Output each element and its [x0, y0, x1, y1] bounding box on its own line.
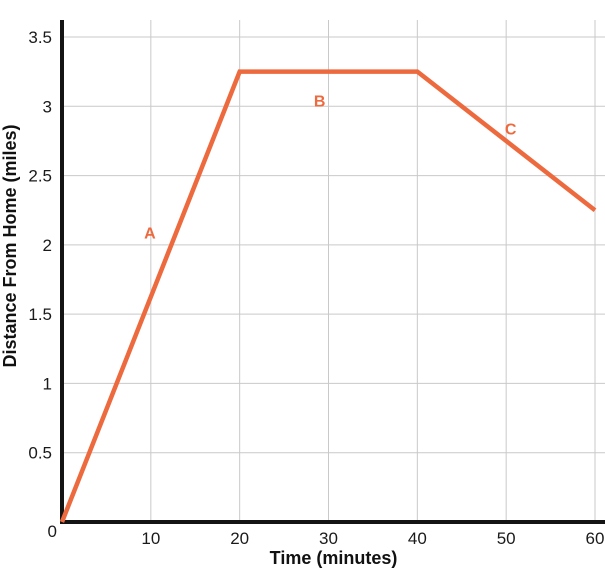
segment-label-a: A: [144, 225, 156, 242]
x-tick-label: 20: [230, 529, 249, 548]
y-tick-label: 2: [43, 236, 52, 255]
x-axis-title: Time (minutes): [270, 548, 398, 568]
y-tick-label: 3: [43, 97, 52, 116]
tick-labels: 10 20 30 40 50 60 0.5 1 1.5 2 2.5 3 3.5 0: [28, 28, 604, 548]
y-tick-label: 0.5: [28, 444, 52, 463]
y-axis-title: Distance From Home (miles): [0, 124, 20, 367]
x-tick-label: 10: [141, 529, 160, 548]
y-tick-label: 1: [43, 374, 52, 393]
x-tick-label: 60: [586, 529, 605, 548]
y-tick-label: 1.5: [28, 305, 52, 324]
segment-labels: A B C: [144, 94, 517, 243]
gridlines: [62, 20, 605, 522]
x-tick-label: 40: [408, 529, 427, 548]
distance-series: [59, 69, 597, 523]
axes: [60, 20, 605, 524]
distance-line: [59, 69, 597, 523]
segment-label-c: C: [505, 121, 517, 138]
segment-label-b: B: [314, 94, 326, 111]
y-tick-label: 2.5: [28, 167, 52, 186]
origin-tick-label: 0: [48, 522, 57, 541]
x-tick-label: 50: [497, 529, 516, 548]
x-tick-label: 30: [319, 529, 338, 548]
y-tick-label: 3.5: [28, 28, 52, 47]
